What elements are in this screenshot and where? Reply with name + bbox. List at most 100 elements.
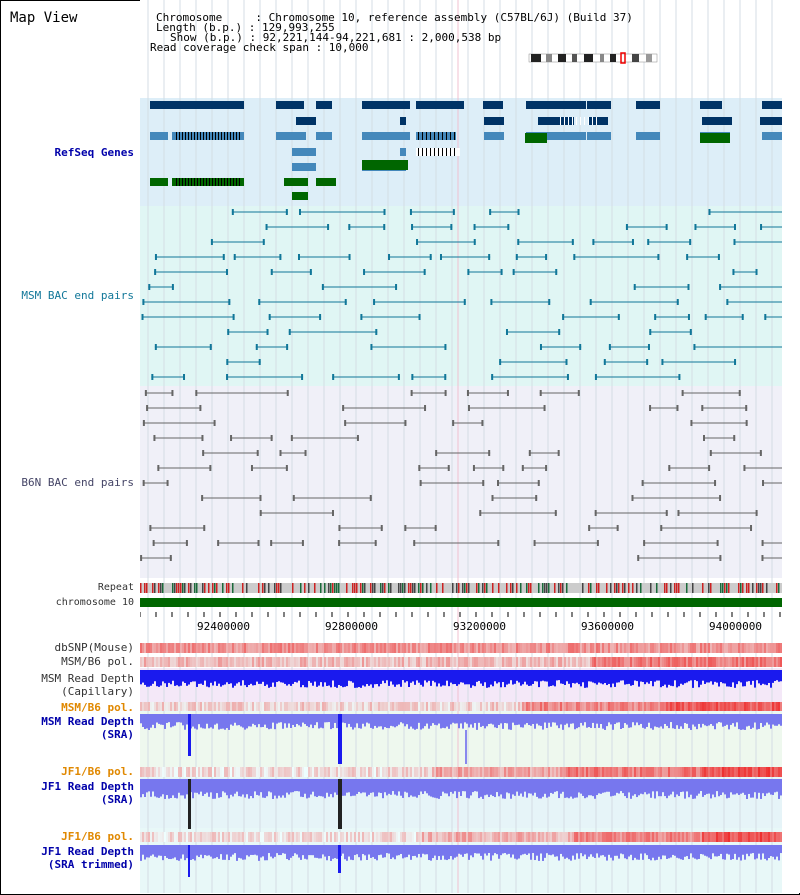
- jf1-depth-trim-bar: [718, 845, 720, 856]
- track-label-msm-depth-sra[interactable]: MSM Read Depth: [41, 715, 134, 728]
- dbsnp-heatmap: [580, 643, 582, 653]
- repeat-block: [482, 583, 484, 593]
- msm-depth-cap-bar: [772, 670, 774, 683]
- msm-depth-sra-bar: [510, 714, 512, 730]
- repeat-block: [614, 583, 616, 593]
- track-label-jf1-pol[interactable]: JF1/B6 pol.: [61, 765, 134, 778]
- jf1-depth-trim-bar: [214, 845, 216, 859]
- jf1-depth-trim-bar: [604, 845, 606, 857]
- dbsnp-heatmap: [342, 643, 344, 653]
- msm-pol2-heatmap: [318, 702, 320, 711]
- dbsnp-heatmap: [646, 643, 648, 653]
- jf1-depth-sra-bar: [224, 779, 226, 793]
- dbsnp-heatmap: [518, 643, 520, 653]
- repeat-block: [678, 583, 680, 593]
- jf1-depth-trim-bar: [234, 845, 236, 854]
- msm-pol-heatmap: [162, 657, 164, 667]
- jf1-depth-trim-bar: [588, 845, 590, 857]
- msm-bac-pair: [633, 284, 636, 290]
- jf1-pol-heatmap: [442, 767, 444, 777]
- jf1-depth-trim-bar: [266, 845, 268, 861]
- jf1-depth-sra-bar: [390, 779, 392, 795]
- dbsnp-heatmap: [212, 643, 214, 653]
- repeat-block: [436, 583, 438, 593]
- jf1-pol-heatmap: [218, 767, 220, 777]
- msm-pol-heatmap: [360, 657, 362, 667]
- jf1-depth-trim-bar: [664, 845, 666, 856]
- track-label-b6n-bac[interactable]: B6N BAC end pairs: [21, 476, 134, 489]
- jf1-depth-sra-bar: [260, 779, 262, 793]
- jf1-depth-trim-bar: [550, 845, 552, 856]
- jf1-depth-sra-bar: [494, 779, 496, 798]
- track-label-repeat[interactable]: Repeat: [97, 582, 134, 593]
- jf1-pol2-heatmap: [764, 832, 766, 842]
- track-area[interactable]: [140, 0, 782, 893]
- jf1-depth-trim-bar: [438, 845, 440, 857]
- msm-bac-pair: [286, 344, 289, 350]
- msm-pol-heatmap: [546, 657, 548, 667]
- msm-depth-cap-bar: [520, 670, 522, 686]
- jf1-depth-sra-bar: [216, 779, 218, 794]
- track-label-dbsnp[interactable]: dbSNP(Mouse): [54, 641, 134, 654]
- jf1-pol-heatmap: [704, 767, 706, 777]
- dbsnp-heatmap: [618, 643, 620, 653]
- msm-pol-heatmap: [654, 657, 656, 667]
- jf1-depth-trim-bar: [584, 845, 586, 855]
- jf1-depth-sra-bar: [378, 779, 380, 793]
- msm-depth-cap-bar: [716, 670, 718, 683]
- jf1-depth-sra-bar: [708, 779, 710, 794]
- track-label-jf1-pol2[interactable]: JF1/B6 pol.: [61, 830, 134, 843]
- msm-pol2-heatmap: [656, 702, 658, 711]
- msm-depth-sra-bar: [706, 714, 708, 727]
- msm-depth-cap-bar: [202, 670, 204, 685]
- msm-pol-heatmap: [586, 657, 588, 667]
- jf1-depth-trim-bar: [320, 845, 322, 859]
- jf1-depth-trim-bar: [510, 845, 512, 858]
- msm-depth-sra-bar: [504, 714, 506, 723]
- b6n-bac-pair: [733, 435, 736, 441]
- dbsnp-heatmap: [482, 643, 484, 653]
- jf1-depth-trim-bar: [444, 845, 446, 860]
- exon-mark: [188, 178, 189, 186]
- track-label-refseq[interactable]: RefSeq Genes: [54, 146, 134, 159]
- jf1-pol-heatmap: [392, 767, 394, 777]
- msm-bac-pair: [297, 254, 300, 260]
- msm-pol-heatmap: [290, 657, 292, 667]
- jf1-depth-trim-bar: [384, 845, 386, 858]
- dbsnp-heatmap: [208, 643, 210, 653]
- msm-pol-heatmap: [602, 657, 604, 667]
- b6n-bac-pair: [596, 540, 599, 546]
- msm-pol2-heatmap: [172, 702, 174, 711]
- track-label-msm-bac[interactable]: MSM BAC end pairs: [21, 289, 134, 302]
- dbsnp-heatmap: [510, 643, 512, 653]
- jf1-pol-heatmap: [680, 767, 682, 777]
- jf1-pol2-heatmap: [580, 832, 582, 842]
- msm-pol2-heatmap: [700, 702, 702, 711]
- chromosome-ideogram[interactable]: [528, 52, 660, 64]
- msm-depth-sra-bar: [438, 714, 440, 724]
- msm-depth-cap-bar: [322, 670, 324, 687]
- jf1-pol2-heatmap: [766, 832, 768, 842]
- jf1-pol2-heatmap: [574, 832, 576, 842]
- jf1-depth-sra-bar: [264, 779, 266, 798]
- jf1-depth-trim-bar: [198, 845, 200, 857]
- jf1-pol-heatmap: [250, 767, 252, 777]
- track-label-msm-pol[interactable]: MSM/B6 pol.: [61, 655, 134, 668]
- msm-depth-cap-bar: [424, 670, 426, 681]
- jf1-depth-trim-bar: [346, 845, 348, 861]
- jf1-pol2-heatmap: [712, 832, 714, 842]
- jf1-pol-heatmap: [676, 767, 678, 777]
- b6n-bac-pair: [256, 450, 259, 456]
- b6n-bac-pair: [668, 465, 671, 471]
- track-label-jf1-depth-trim[interactable]: JF1 Read Depth: [41, 845, 134, 858]
- jf1-depth-trim-bar: [308, 845, 310, 856]
- jf1-pol-heatmap: [300, 767, 302, 777]
- track-label-msm-depth-cap[interactable]: MSM Read Depth: [41, 672, 134, 685]
- track-label-msm-pol2[interactable]: MSM/B6 pol.: [61, 701, 134, 714]
- track-label-jf1-depth-sra[interactable]: JF1 Read Depth: [41, 780, 134, 793]
- jf1-pol-heatmap: [734, 767, 736, 777]
- dbsnp-heatmap: [648, 643, 650, 653]
- jf1-depth-trim-bar: [760, 845, 762, 860]
- jf1-depth-trim-bar: [446, 845, 448, 861]
- jf1-depth-trim-bar: [176, 845, 178, 861]
